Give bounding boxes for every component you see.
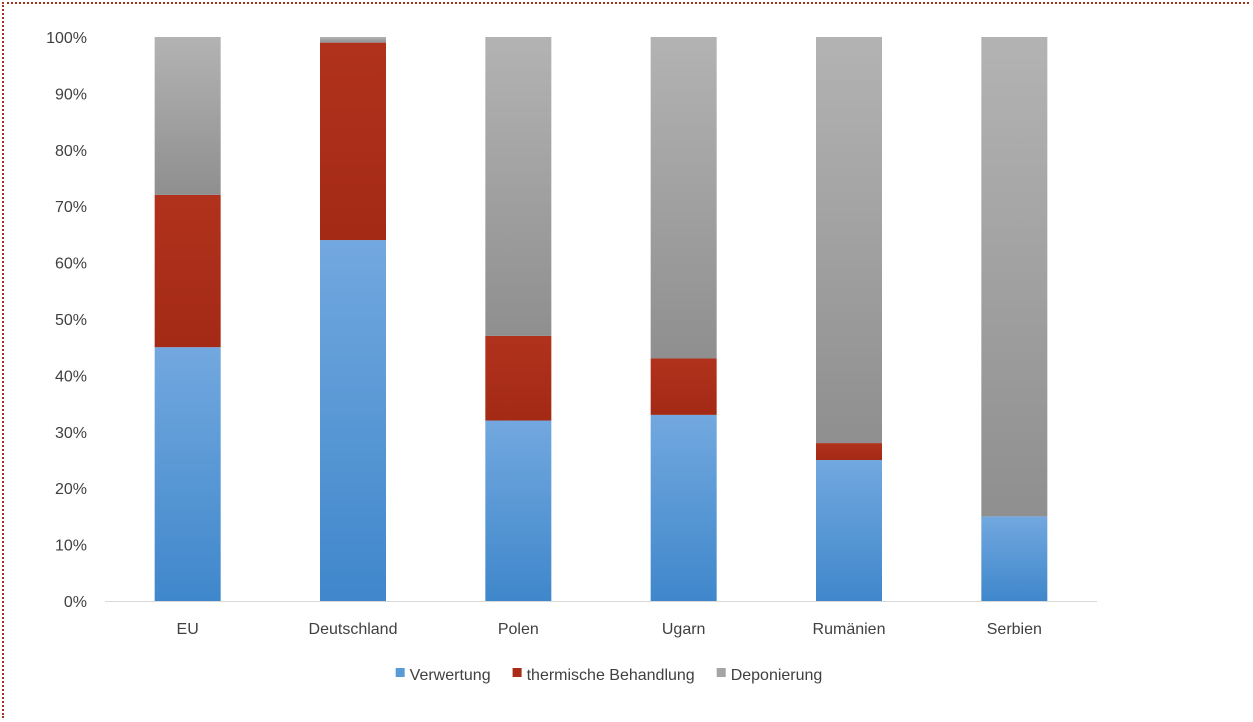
bar-segment bbox=[154, 347, 221, 601]
legend-label: Verwertung bbox=[410, 667, 491, 684]
x-tick-label: Deutschland bbox=[309, 621, 398, 638]
bar-segment bbox=[320, 37, 386, 43]
bar-segment bbox=[816, 460, 882, 601]
bar-segment bbox=[320, 240, 386, 602]
legend-swatch bbox=[395, 668, 405, 677]
bar-segment bbox=[981, 37, 1048, 517]
bars bbox=[154, 37, 1048, 602]
bar-segment bbox=[154, 194, 221, 348]
x-axis: EU Deutschland Polen Ugarn Rumänien Serbien bbox=[177, 621, 1042, 638]
legend: Verwertung thermische Behandlung Deponieru… bbox=[395, 667, 823, 684]
y-tick-label: 100% bbox=[46, 30, 87, 47]
x-tick-label: Ugarn bbox=[662, 621, 706, 638]
bar-segment bbox=[816, 37, 882, 444]
bar-segment bbox=[650, 358, 717, 415]
legend-label: Deponierung bbox=[731, 667, 823, 684]
x-tick-label: Serbien bbox=[987, 621, 1042, 638]
bar-segment bbox=[650, 37, 717, 359]
bar-segment bbox=[816, 443, 882, 460]
y-axis: 0% 10% 20% 30% 40% 50% 60% 70% 80% 90% 100% bbox=[46, 30, 87, 611]
y-tick-label: 20% bbox=[55, 481, 87, 498]
legend-label: thermische Behandlung bbox=[527, 667, 695, 684]
y-tick-label: 30% bbox=[55, 425, 87, 442]
y-tick-label: 80% bbox=[55, 143, 87, 160]
bar-segment bbox=[981, 516, 1048, 601]
x-tick-label: Polen bbox=[498, 621, 539, 638]
bar-segment bbox=[650, 414, 717, 601]
y-tick-label: 60% bbox=[55, 256, 87, 273]
legend-swatch bbox=[716, 668, 726, 677]
bar-segment bbox=[154, 37, 221, 195]
bar-segment bbox=[485, 335, 552, 421]
bar-segment bbox=[320, 42, 386, 241]
y-tick-label: 90% bbox=[55, 86, 87, 103]
y-tick-label: 50% bbox=[55, 312, 87, 329]
x-tick-label: Rumänien bbox=[813, 621, 886, 638]
bar-segment bbox=[485, 420, 552, 601]
y-tick-label: 10% bbox=[55, 538, 87, 555]
bar-segment bbox=[485, 37, 552, 336]
legend-swatch bbox=[512, 668, 522, 677]
y-tick-label: 70% bbox=[55, 199, 87, 216]
y-tick-label: 0% bbox=[64, 594, 87, 611]
y-tick-label: 40% bbox=[55, 368, 87, 385]
x-tick-label: EU bbox=[177, 621, 199, 638]
